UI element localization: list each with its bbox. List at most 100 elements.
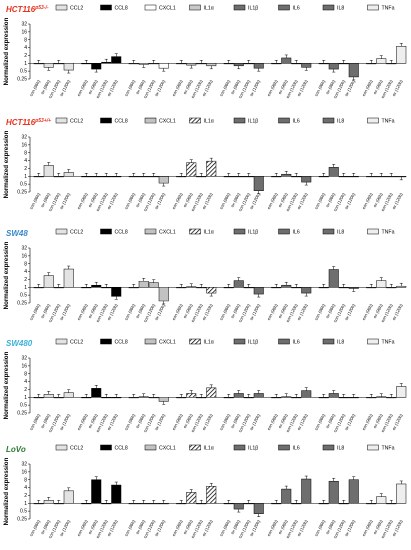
legend-swatch — [55, 338, 68, 345]
bar — [53, 397, 64, 399]
bar — [376, 496, 387, 504]
legend-label: CXCL1 — [159, 340, 176, 346]
x-tick-label: ox (96h) — [182, 413, 194, 429]
x-tick-label: ox (96h) — [325, 79, 337, 95]
bar — [43, 500, 54, 504]
y-tick-label: 4 — [24, 158, 27, 164]
x-tick-label: con (96h) — [28, 519, 41, 538]
x-tick-label: ox (96h) — [325, 413, 337, 429]
bar — [81, 287, 92, 289]
legend-swatch — [322, 4, 335, 11]
bar — [81, 63, 92, 65]
bar — [148, 503, 159, 505]
bar — [386, 503, 397, 505]
bar — [291, 176, 302, 178]
panel-title-superscript: p53-/- — [34, 5, 49, 11]
bar — [138, 63, 149, 65]
bar — [233, 503, 244, 510]
bar — [158, 503, 169, 505]
bar — [91, 479, 102, 504]
x-tick-label: con (96h) — [76, 303, 89, 322]
panel-2: SW48 CCL2 CCL8 CXCL1 IL1α IL1β IL6 IL8 TNFa Norma… — [3, 228, 407, 323]
bar — [206, 485, 217, 504]
legend-label: IL8 — [337, 119, 344, 125]
x-tick-label: con (96h) — [361, 413, 374, 432]
y-tick-label: 1 — [24, 174, 27, 180]
bar — [176, 287, 187, 289]
legend-swatch — [322, 228, 335, 235]
y-tick-label: 8 — [24, 477, 27, 483]
bar — [386, 397, 397, 399]
x-tick-label: con (96h) — [171, 519, 184, 538]
y-tick-label: 2 — [24, 493, 27, 499]
bar — [63, 490, 74, 504]
bar — [396, 285, 407, 288]
legend-label: CCL2 — [70, 6, 83, 12]
bar — [186, 286, 197, 288]
bar — [271, 503, 282, 505]
legend-label: TNFa — [382, 340, 395, 346]
legend-label: IL8 — [337, 446, 344, 452]
bar — [291, 397, 302, 399]
x-tick-label: con (96h) — [266, 413, 279, 432]
bar — [138, 396, 149, 398]
y-tick-label: 8 — [24, 150, 27, 156]
panel-title-superscript: p53+/+ — [34, 118, 51, 124]
legend-swatch — [144, 338, 157, 345]
y-tick-label: 0.5 — [20, 182, 27, 188]
bar — [396, 483, 407, 504]
y-tick-label: 32 — [21, 462, 27, 468]
bar — [366, 503, 377, 505]
y-axis-label: Normalized expression — [3, 241, 10, 309]
x-tick-label: ox (96h) — [372, 303, 384, 319]
x-tick-label: ox (96h) — [325, 303, 337, 319]
x-tick-label: con (96h) — [171, 413, 184, 432]
bar — [128, 503, 139, 505]
legend-swatch — [189, 444, 201, 451]
bar — [348, 287, 359, 289]
bar — [366, 287, 377, 289]
x-tick-label: ox (96h) — [40, 413, 52, 429]
legend-label: IL8 — [337, 340, 344, 346]
legend-swatch — [144, 228, 157, 235]
legend-swatch — [367, 117, 379, 124]
panel-title: SW480 — [6, 339, 33, 348]
legend-swatch — [233, 4, 246, 11]
x-tick-label: ox (96h) — [87, 79, 99, 95]
bar — [186, 162, 197, 177]
bar — [148, 63, 159, 65]
legend-label: CCL2 — [70, 446, 83, 452]
legend-label: IL1α — [204, 119, 214, 125]
y-tick-label: 0.25 — [17, 411, 27, 417]
panel-4: LoVo CCL2 CCL8 CXCL1 IL1α IL1β IL6 IL8 TNFa Norma… — [3, 444, 407, 539]
bar — [91, 63, 102, 70]
legend-label: CXCL1 — [159, 6, 176, 12]
legend-swatch — [189, 338, 201, 345]
legend-swatch — [322, 338, 335, 345]
bar — [318, 63, 329, 65]
y-tick-label: 4 — [24, 485, 27, 491]
bar — [338, 287, 349, 289]
panel-0: HCT116p53-/- CCL2 CCL8 CXCL1 IL1α IL1β IL6 IL8 T… — [3, 4, 407, 99]
bar — [63, 172, 74, 177]
legend-label: IL1β — [248, 6, 258, 12]
legend-swatch — [189, 4, 201, 11]
x-tick-label: ox (96h) — [230, 79, 242, 95]
bar — [291, 503, 302, 505]
bar — [281, 488, 292, 504]
bar — [271, 63, 282, 65]
legend-swatch — [278, 4, 290, 11]
x-tick-label: ox (96h) — [230, 192, 242, 208]
legend-swatch — [233, 338, 246, 345]
bar — [91, 284, 102, 288]
legend-swatch — [55, 117, 68, 124]
bar — [33, 397, 44, 399]
x-tick-label: ox (96h) — [277, 79, 289, 95]
legend-label: IL1α — [204, 340, 214, 346]
panel-title: SW48 — [6, 229, 28, 238]
bar — [158, 397, 169, 402]
legend-label: IL1β — [248, 340, 258, 346]
bar — [348, 397, 359, 399]
x-tick-label: con (96h) — [171, 303, 184, 322]
